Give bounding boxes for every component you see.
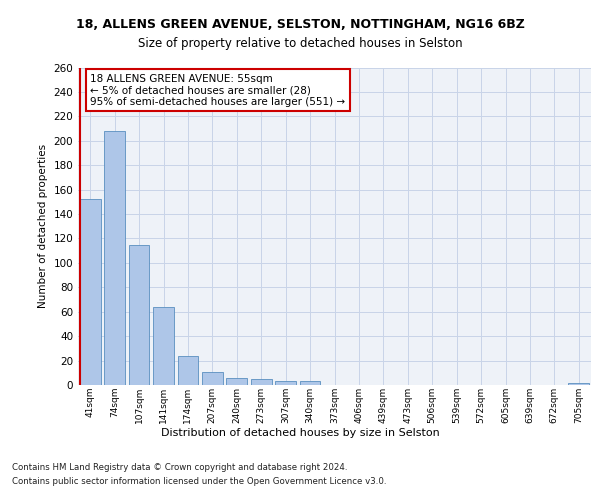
Y-axis label: Number of detached properties: Number of detached properties — [38, 144, 48, 308]
Bar — [275, 382, 296, 385]
Bar — [202, 372, 223, 385]
Bar — [104, 131, 125, 385]
Text: Contains HM Land Registry data © Crown copyright and database right 2024.: Contains HM Land Registry data © Crown c… — [12, 462, 347, 471]
Bar — [299, 382, 320, 385]
Bar — [128, 244, 149, 385]
Bar — [80, 200, 101, 385]
Text: 18 ALLENS GREEN AVENUE: 55sqm
← 5% of detached houses are smaller (28)
95% of se: 18 ALLENS GREEN AVENUE: 55sqm ← 5% of de… — [90, 74, 346, 107]
Text: Size of property relative to detached houses in Selston: Size of property relative to detached ho… — [137, 38, 463, 51]
Bar — [153, 307, 174, 385]
Bar — [178, 356, 199, 385]
Bar — [568, 382, 589, 385]
Bar — [251, 379, 272, 385]
Bar — [226, 378, 247, 385]
Text: Distribution of detached houses by size in Selston: Distribution of detached houses by size … — [161, 428, 439, 438]
Text: Contains public sector information licensed under the Open Government Licence v3: Contains public sector information licen… — [12, 478, 386, 486]
Text: 18, ALLENS GREEN AVENUE, SELSTON, NOTTINGHAM, NG16 6BZ: 18, ALLENS GREEN AVENUE, SELSTON, NOTTIN… — [76, 18, 524, 30]
